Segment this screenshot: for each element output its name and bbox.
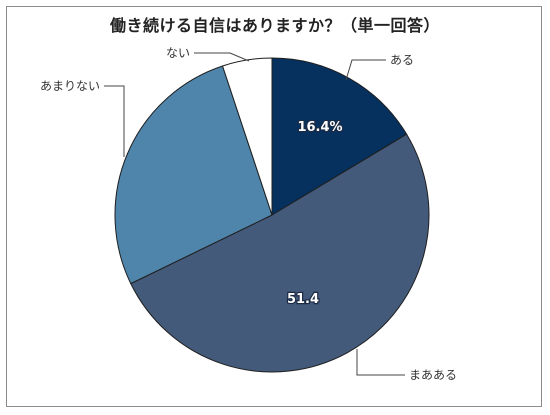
- pie-slice: [271, 57, 408, 216]
- slice-category-label: ある: [390, 53, 414, 67]
- slice-value-label: 51.4: [287, 292, 319, 307]
- leader-line: [345, 59, 386, 81]
- labels-layer: ある 16.4% まあある 51.4 あまりない ない: [40, 46, 457, 382]
- slice-category-label: ない: [166, 46, 190, 60]
- pie-slice: [114, 65, 273, 285]
- pie-slice: [130, 133, 430, 373]
- slice-value-label: 16.4%: [297, 120, 342, 135]
- leader-line: [104, 85, 125, 157]
- leader-line: [194, 52, 250, 62]
- leaders-layer: [104, 52, 405, 376]
- chart-title: 働き続ける自信はありますか？（単一回答）: [109, 16, 440, 35]
- slices-layer: [114, 57, 430, 373]
- leader-line: [356, 349, 405, 376]
- slice-category-label: まあある: [409, 368, 457, 382]
- slice-category-label: あまりない: [40, 79, 100, 93]
